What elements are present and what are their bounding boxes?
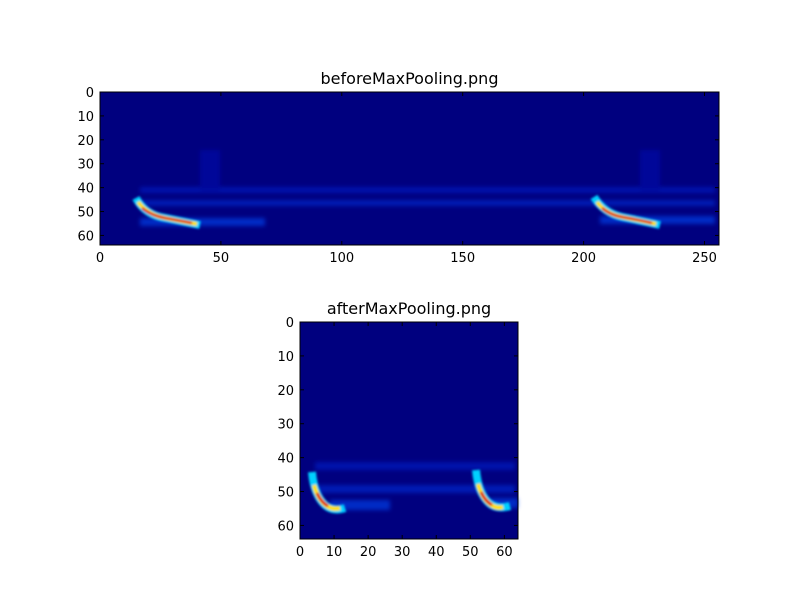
heatmap-before bbox=[100, 92, 719, 245]
y-tick-label: 40 bbox=[77, 182, 94, 197]
x-tick-label: 0 bbox=[296, 545, 304, 560]
x-tick-label: 0 bbox=[96, 251, 104, 266]
y-tick-label: 30 bbox=[77, 158, 94, 173]
x-tick-label: 60 bbox=[496, 545, 513, 560]
y-tick-label: 50 bbox=[77, 206, 94, 221]
x-tick-label: 200 bbox=[571, 251, 596, 266]
y-tick-label: 10 bbox=[277, 350, 294, 365]
x-tick-label: 50 bbox=[213, 251, 230, 266]
y-tick-label: 50 bbox=[277, 486, 294, 501]
y-tick-label: 0 bbox=[86, 86, 94, 101]
x-tick-label: 50 bbox=[462, 545, 479, 560]
plot-frame bbox=[99, 91, 720, 246]
x-tick-label: 250 bbox=[692, 251, 717, 266]
y-tick-label: 30 bbox=[277, 418, 294, 433]
y-tick-label: 60 bbox=[277, 519, 294, 534]
y-tick-label: 0 bbox=[286, 316, 294, 331]
y-tick-label: 20 bbox=[77, 134, 94, 149]
y-tick-label: 40 bbox=[277, 452, 294, 467]
x-tick-label: 40 bbox=[428, 545, 445, 560]
chart-title: afterMaxPooling.png bbox=[327, 299, 491, 318]
y-tick-label: 20 bbox=[277, 384, 294, 399]
y-tick-label: 60 bbox=[77, 229, 94, 244]
chart-title: beforeMaxPooling.png bbox=[321, 69, 499, 88]
y-tick-label: 10 bbox=[77, 110, 94, 125]
x-tick-label: 150 bbox=[450, 251, 475, 266]
x-tick-label: 20 bbox=[360, 545, 377, 560]
x-tick-label: 100 bbox=[329, 251, 354, 266]
x-tick-label: 30 bbox=[394, 545, 411, 560]
x-tick-label: 10 bbox=[326, 545, 343, 560]
plot-frame bbox=[299, 321, 519, 540]
heatmap-after bbox=[300, 322, 518, 539]
